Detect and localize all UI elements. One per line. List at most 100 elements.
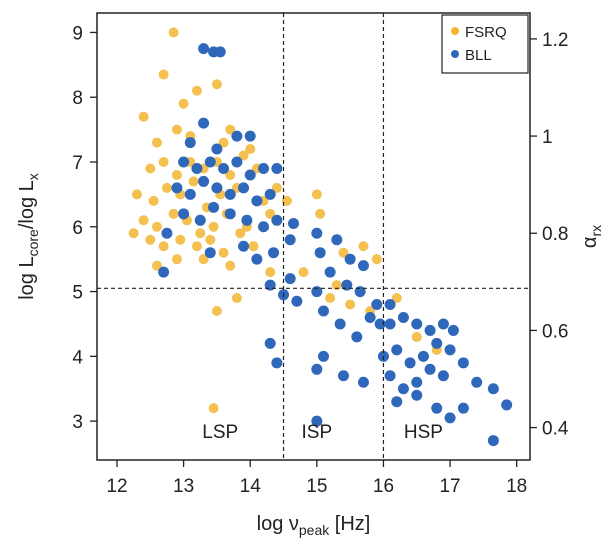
point-bll — [364, 311, 376, 323]
point-bll — [184, 188, 196, 200]
point-bll — [424, 324, 436, 336]
point-bll — [354, 286, 366, 298]
y-axis-right-label: αrx — [579, 225, 604, 248]
point-bll — [391, 396, 403, 408]
point-bll — [218, 162, 230, 174]
point-bll — [311, 286, 323, 298]
y2-tick-label: 1.2 — [542, 30, 568, 51]
point-fsrq — [225, 260, 236, 271]
x-axis: 12 13 14 15 16 17 18 — [106, 460, 527, 497]
point-fsrq — [235, 228, 246, 239]
point-fsrq — [158, 157, 169, 167]
x-tick-label: 17 — [439, 476, 460, 497]
point-bll — [191, 162, 203, 174]
point-fsrq — [151, 260, 162, 271]
point-fsrq — [151, 221, 162, 232]
y-axis-left: 3 4 5 6 7 8 9 — [72, 23, 97, 433]
point-fsrq — [171, 169, 182, 180]
point-bll — [411, 376, 423, 388]
point-bll — [437, 318, 449, 330]
x-axis-label: log νpeak [Hz] — [257, 513, 371, 538]
region-label: ISP — [302, 422, 333, 443]
point-bll — [487, 435, 499, 447]
point-bll — [337, 370, 349, 382]
point-bll — [331, 234, 343, 246]
point-fsrq — [188, 176, 199, 187]
point-fsrq — [248, 241, 259, 252]
point-bll — [251, 195, 263, 207]
point-bll — [271, 357, 283, 369]
point-bll — [288, 218, 300, 230]
point-bll — [424, 363, 436, 375]
point-bll — [411, 389, 423, 401]
point-bll — [194, 214, 206, 226]
point-bll — [161, 227, 173, 239]
point-bll — [271, 214, 283, 226]
y-label-part-3: /log L — [16, 180, 38, 229]
point-fsrq — [175, 234, 186, 245]
point-bll — [397, 311, 409, 323]
point-fsrq — [265, 208, 276, 219]
point-fsrq — [158, 69, 169, 80]
y2-tick-label: 0.8 — [542, 224, 568, 245]
point-bll — [238, 240, 250, 252]
point-bll — [251, 253, 263, 265]
point-fsrq — [191, 241, 202, 252]
point-bll — [264, 337, 276, 349]
point-bll — [224, 188, 236, 200]
legend-label-fsrq: FSRQ — [465, 24, 507, 41]
point-bll — [457, 402, 469, 414]
point-fsrq — [195, 228, 206, 239]
point-bll — [238, 182, 250, 194]
point-fsrq — [138, 111, 149, 122]
point-bll — [214, 46, 226, 58]
point-bll — [311, 227, 323, 239]
point-bll — [501, 399, 513, 411]
plot-frame — [96, 12, 531, 461]
y2-label-main: α — [579, 237, 601, 249]
point-bll — [447, 324, 459, 336]
point-fsrq — [131, 189, 142, 200]
point-bll — [444, 344, 456, 356]
legend-label-bll: BLL — [465, 47, 492, 64]
x-tick-label: 12 — [106, 476, 127, 497]
point-bll — [341, 279, 353, 291]
point-fsrq — [411, 331, 422, 342]
point-fsrq — [208, 403, 219, 414]
point-bll — [437, 370, 449, 382]
point-fsrq — [171, 254, 182, 265]
point-fsrq — [208, 221, 219, 232]
legend-marker-bll — [451, 50, 459, 58]
y-label-part-2: core — [25, 229, 41, 256]
point-fsrq — [198, 254, 209, 265]
point-bll — [351, 331, 363, 343]
point-bll — [444, 412, 456, 424]
point-fsrq — [245, 144, 256, 155]
point-bll — [258, 162, 270, 174]
point-fsrq — [161, 182, 172, 193]
point-fsrq — [358, 241, 369, 252]
point-bll — [411, 318, 423, 330]
y-tick-label: 4 — [72, 347, 83, 368]
point-fsrq — [191, 85, 202, 96]
point-bll — [291, 295, 303, 307]
point-bll — [324, 266, 336, 278]
point-bll — [231, 130, 243, 142]
point-bll — [384, 318, 396, 330]
point-bll — [211, 182, 223, 194]
point-bll — [487, 383, 499, 395]
point-bll — [158, 266, 170, 278]
legend-box — [441, 14, 529, 74]
x-tick-label: 15 — [306, 476, 327, 497]
point-fsrq — [218, 137, 229, 148]
point-bll — [471, 376, 483, 388]
point-bll — [311, 415, 323, 427]
point-bll — [397, 383, 409, 395]
point-bll — [268, 247, 280, 259]
point-fsrq — [311, 189, 322, 200]
x-tick-label: 13 — [173, 476, 194, 497]
point-bll — [357, 376, 369, 388]
point-bll — [344, 253, 356, 265]
point-bll — [431, 337, 443, 349]
point-fsrq — [168, 27, 179, 38]
